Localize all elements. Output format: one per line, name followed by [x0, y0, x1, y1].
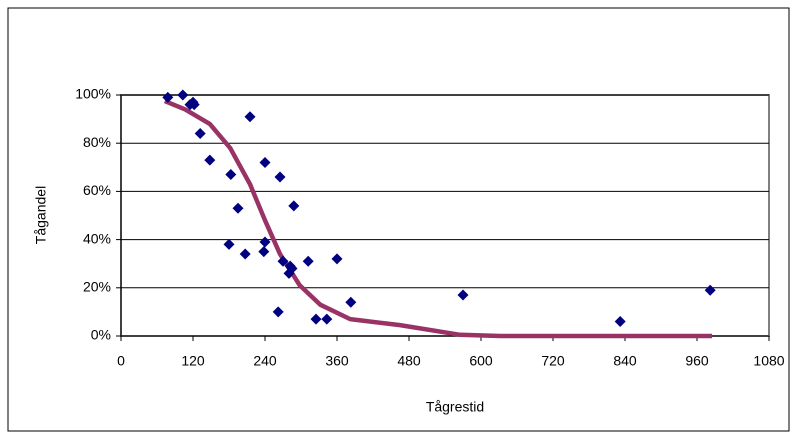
- y-tick-label: 20%: [83, 279, 111, 295]
- y-tick-label: 0%: [91, 327, 111, 343]
- data-point: [331, 253, 343, 265]
- data-point: [457, 289, 469, 301]
- y-tick-label: 40%: [83, 230, 111, 246]
- x-tick-label: 960: [685, 353, 709, 369]
- data-point: [225, 169, 237, 181]
- y-axis-label: Tågandel: [33, 186, 49, 244]
- data-point: [321, 313, 333, 325]
- data-point: [258, 246, 270, 258]
- data-point: [704, 284, 716, 296]
- data-point: [177, 89, 189, 101]
- data-point: [277, 255, 289, 267]
- y-tick-label: 60%: [83, 182, 111, 198]
- data-point: [302, 255, 314, 267]
- x-tick-label: 480: [397, 353, 421, 369]
- x-tick-label: 0: [117, 353, 125, 369]
- data-point: [274, 171, 286, 183]
- data-point: [286, 263, 298, 275]
- x-tick-label: 120: [181, 353, 205, 369]
- x-tick-label: 840: [613, 353, 637, 369]
- data-point: [162, 91, 174, 103]
- y-tick-label: 80%: [83, 134, 111, 150]
- x-tick-label: 360: [325, 353, 349, 369]
- data-point: [244, 111, 256, 123]
- x-tick-label: 240: [253, 353, 277, 369]
- data-point: [223, 238, 235, 250]
- data-point: [259, 156, 271, 168]
- data-point: [239, 248, 251, 260]
- x-tick-label: 720: [541, 353, 565, 369]
- x-tick-label: 600: [469, 353, 493, 369]
- data-point: [288, 200, 300, 212]
- data-point: [614, 316, 626, 328]
- data-point: [272, 306, 284, 318]
- data-point: [345, 296, 357, 308]
- y-tick-label: 100%: [75, 86, 111, 102]
- data-point: [188, 99, 200, 111]
- data-point: [310, 313, 322, 325]
- data-point: [259, 236, 271, 248]
- plot-area: [120, 94, 770, 337]
- data-point: [194, 128, 206, 140]
- data-point: [204, 154, 216, 166]
- data-point: [232, 202, 244, 214]
- x-axis-label: Tågrestid: [426, 399, 484, 415]
- x-tick-label: 1080: [753, 353, 784, 369]
